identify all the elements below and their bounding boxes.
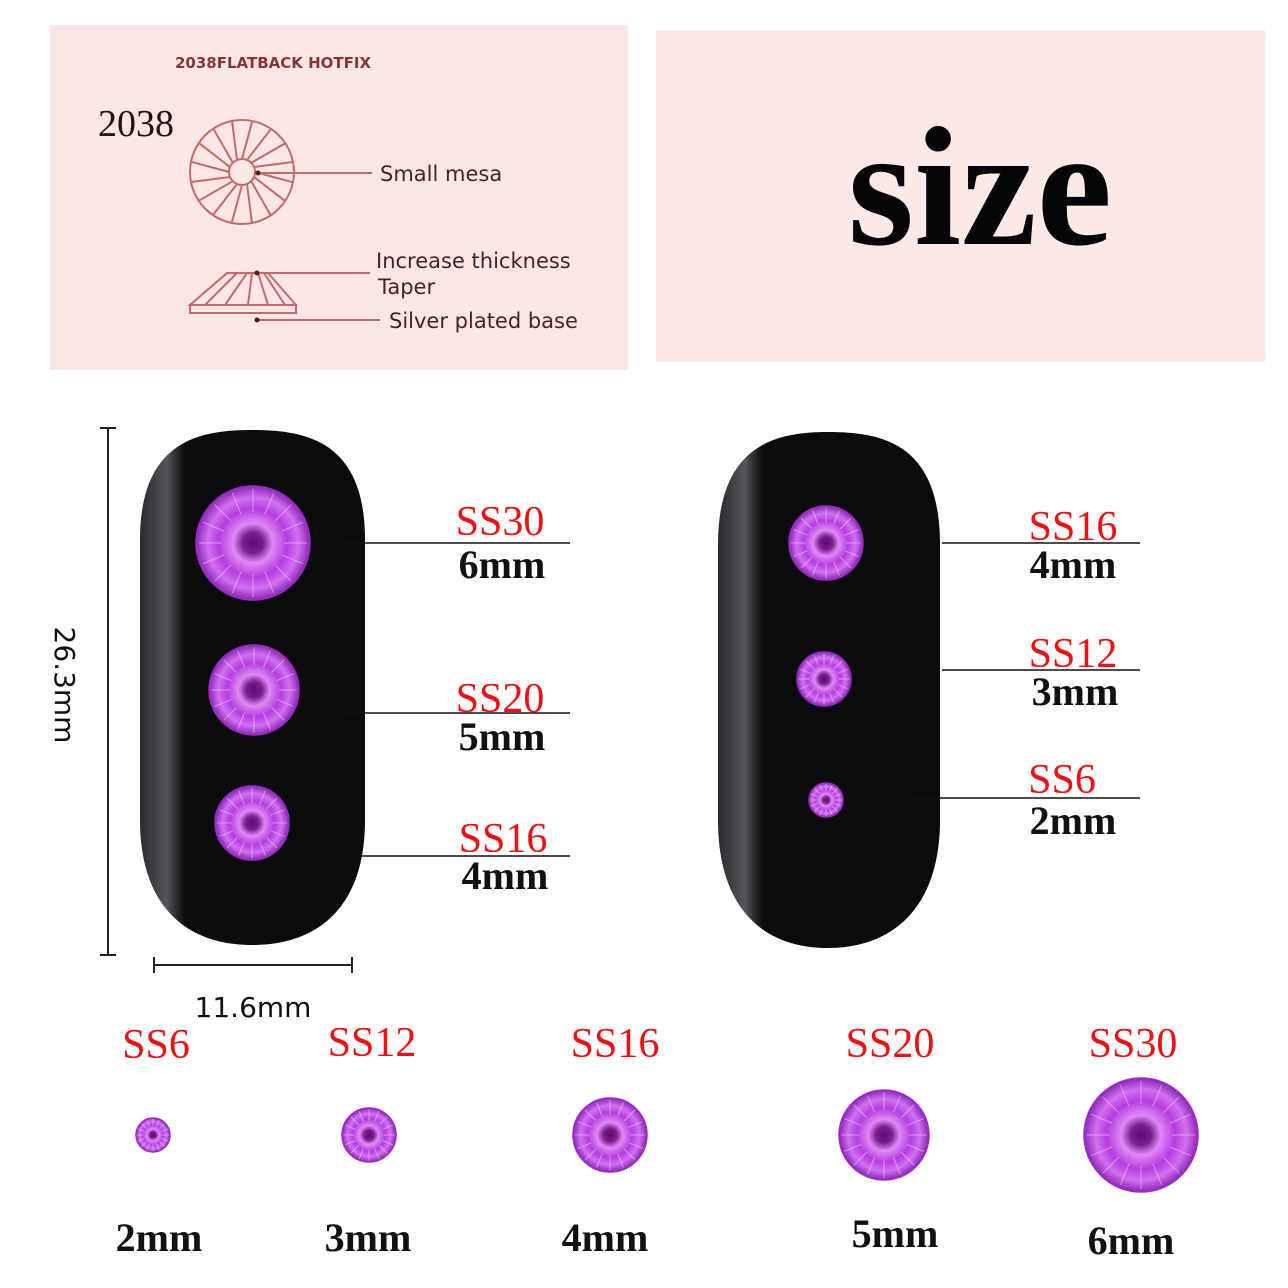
rhinestone-gem [341, 1107, 397, 1163]
rhinestone-gem [1083, 1077, 1199, 1193]
left-nail-code-1: SS30 [456, 499, 545, 545]
width-label: 11.6mm [195, 991, 312, 1024]
headline-panel: size [656, 30, 1265, 362]
left-nail-code-2: SS20 [456, 676, 545, 722]
rhinestone-gem [214, 785, 290, 861]
headline: size [848, 93, 1112, 281]
row-size-2: 3mm [325, 1215, 412, 1260]
rhinestone-gem [195, 485, 311, 601]
right-nail-code-1: SS16 [1029, 504, 1118, 550]
rhinestone-gem [208, 644, 300, 736]
label-silver-plated-base: Silver plated base [389, 309, 578, 333]
right-nail-size-2: 3mm [1032, 669, 1119, 714]
row-size-1: 2mm [116, 1215, 203, 1260]
row-size-3: 4mm [562, 1215, 649, 1260]
width-dimension [153, 957, 353, 973]
rhinestone-gem [135, 1117, 171, 1153]
diagram-panel: 2038FLATBACK HOTFIX 2038 Small mesa Incr… [50, 25, 628, 370]
stone-side-view-icon [187, 272, 299, 314]
rhinestone-gem [788, 505, 864, 581]
model-number: 2038 [98, 103, 174, 145]
left-nail-size-1: 6mm [459, 542, 546, 587]
label-increase-thickness: Increase thickness [376, 249, 571, 273]
stone-top-view-icon [189, 119, 295, 225]
row-code-3: SS16 [571, 1021, 660, 1067]
height-label: 26.3mm [48, 627, 81, 744]
right-nail-size-1: 4mm [1030, 542, 1117, 587]
right-nail-code-3: SS6 [1028, 757, 1096, 803]
row-code-4: SS20 [846, 1021, 935, 1067]
row-size-5: 6mm [1088, 1218, 1175, 1263]
left-nail-size-3: 4mm [462, 853, 549, 898]
label-taper: Taper [377, 275, 435, 299]
rhinestone-gem [572, 1097, 648, 1173]
left-nail-code-3: SS16 [459, 816, 548, 862]
row-code-5: SS30 [1089, 1021, 1178, 1067]
right-nail-size-3: 2mm [1030, 798, 1117, 843]
rhinestone-gem [808, 782, 844, 818]
height-dimension [100, 427, 116, 956]
left-nail-size-2: 5mm [459, 714, 546, 759]
row-code-1: SS6 [122, 1022, 190, 1068]
row-code-2: SS12 [328, 1020, 417, 1066]
rhinestone-gem [838, 1089, 930, 1181]
diagram-header: 2038FLATBACK HOTFIX [175, 54, 371, 72]
right-nail-code-2: SS12 [1029, 631, 1118, 677]
row-size-4: 5mm [852, 1211, 939, 1256]
rhinestone-gem [796, 651, 852, 707]
label-small-mesa: Small mesa [380, 162, 502, 186]
